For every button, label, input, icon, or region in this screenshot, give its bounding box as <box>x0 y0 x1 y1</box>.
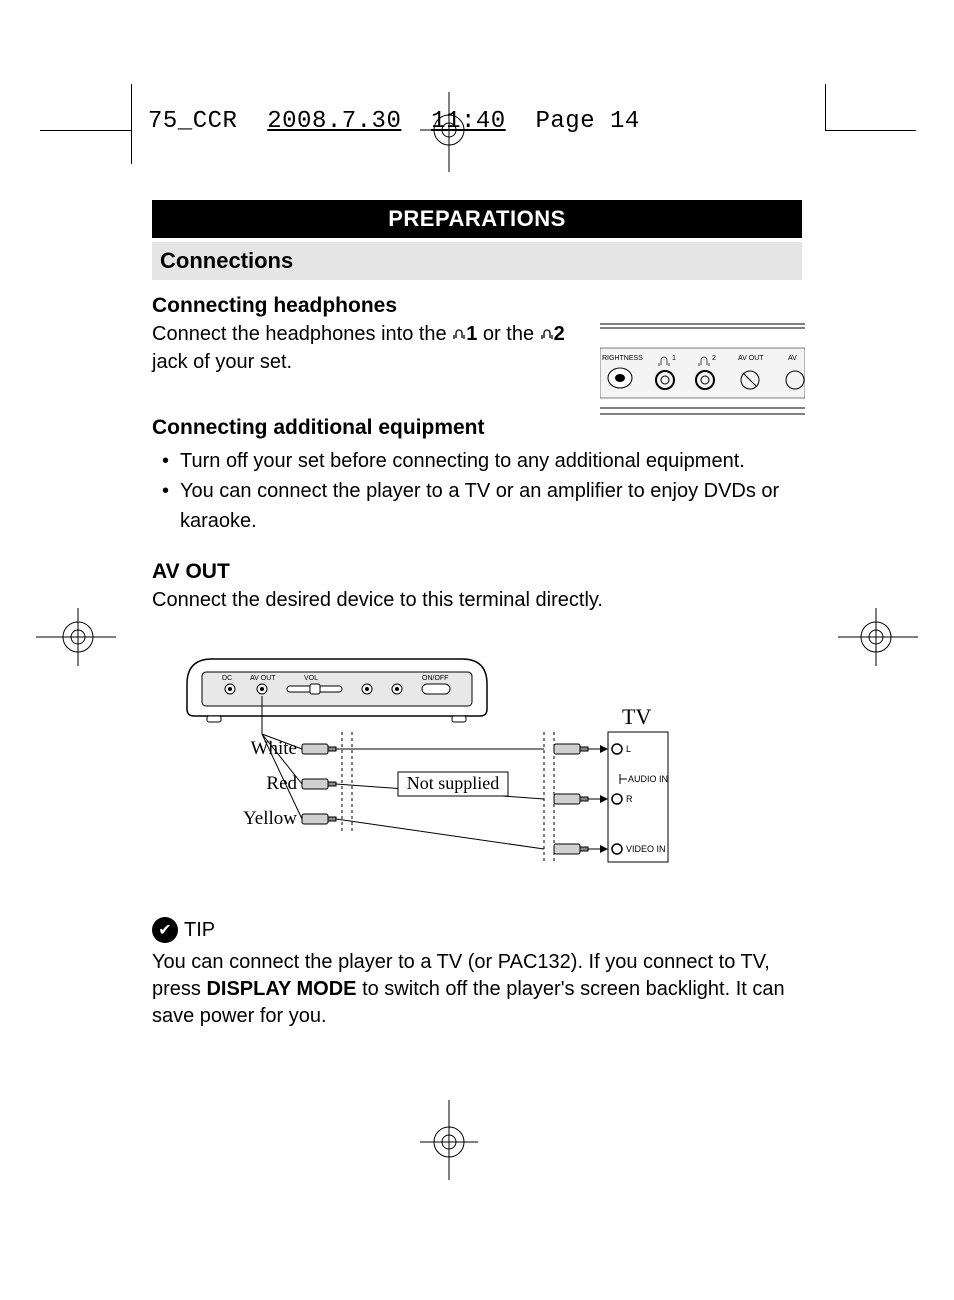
headphone-icon <box>540 328 554 342</box>
headphones-text: Connect the headphones into the 1 or the… <box>152 320 582 376</box>
label-tv: TV <box>622 704 651 729</box>
page-content: PREPARATIONS Connections Connecting head… <box>152 200 802 1030</box>
header-date: 2008.7.30 <box>267 108 401 135</box>
av-out-diagram: DC AV OUT VOL ON/OFF White Red Yellow <box>152 654 802 894</box>
check-icon: ✔ <box>152 917 178 943</box>
section-banner: PREPARATIONS <box>152 200 802 238</box>
sub-banner: Connections <box>152 242 802 280</box>
crop-mark <box>825 130 916 131</box>
heading-avout: AV OUT <box>152 560 802 584</box>
svg-text:AV OUT: AV OUT <box>250 675 276 682</box>
heading-headphones: Connecting headphones <box>152 294 802 318</box>
svg-text:R: R <box>626 794 633 804</box>
list-item: You can connect the player to a TV or an… <box>152 476 802 536</box>
svg-text:DC: DC <box>222 675 232 682</box>
tip-label: TIP <box>184 919 215 942</box>
svg-text:AUDIO IN: AUDIO IN <box>628 774 668 784</box>
crop-mark <box>131 84 132 164</box>
svg-text:VIDEO IN: VIDEO IN <box>626 844 666 854</box>
crop-mark <box>825 84 826 130</box>
registration-mark-icon <box>420 1100 478 1180</box>
header-time: 11:40 <box>431 108 506 135</box>
header-page: Page 14 <box>536 108 640 135</box>
svg-text:VOL: VOL <box>304 675 318 682</box>
registration-mark-icon <box>838 608 918 666</box>
page-header: 75_CCR 2008.7.30 11:40 Page 14 <box>148 108 640 135</box>
label-red: Red <box>266 773 297 794</box>
bullet-list: Turn off your set before connecting to a… <box>152 446 802 536</box>
list-item: Turn off your set before connecting to a… <box>152 446 802 476</box>
svg-text:L: L <box>626 744 631 754</box>
registration-mark-icon <box>36 608 116 666</box>
tip-body: You can connect the player to a TV (or P… <box>152 949 802 1030</box>
label-yellow: Yellow <box>243 808 297 829</box>
tip-heading: ✔ TIP <box>152 917 802 943</box>
label-not-supplied: Not supplied <box>407 773 500 793</box>
header-file: 75_CCR <box>148 108 237 135</box>
headphone-icon <box>452 328 466 342</box>
crop-mark <box>40 130 131 131</box>
heading-additional: Connecting additional equipment <box>152 416 802 440</box>
avout-text: Connect the desired device to this termi… <box>152 586 802 614</box>
label-white: White <box>251 738 297 759</box>
svg-text:ON/OFF: ON/OFF <box>422 675 448 682</box>
